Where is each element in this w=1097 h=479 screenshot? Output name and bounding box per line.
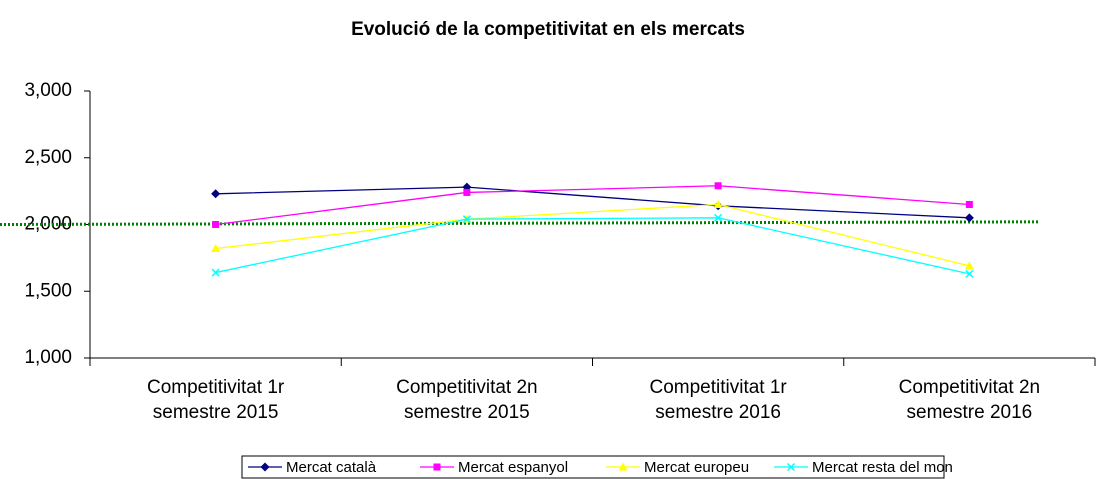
x-tick-label: Competitivitat 1r semestre 2016 <box>649 377 787 423</box>
point <box>211 189 221 199</box>
point <box>713 199 723 208</box>
legend-marker <box>618 462 628 471</box>
y-tick-label: 2,500 <box>24 147 72 168</box>
legend-label: Mercat català <box>286 459 377 476</box>
y-tick-label: 1,000 <box>24 347 72 368</box>
legend-label: Mercat europeu <box>644 459 749 476</box>
point <box>212 221 220 228</box>
x-tick-label: Competitivitat 2n semestre 2016 <box>898 377 1041 423</box>
legend-marker <box>433 463 441 471</box>
series-line <box>215 203 970 267</box>
legend-marker <box>786 462 796 472</box>
x-tick-label: Competitivitat 1r semestre 2015 <box>146 377 285 423</box>
series-line <box>215 185 970 226</box>
legend-label: Mercat resta del mon <box>812 459 953 476</box>
point <box>965 200 973 208</box>
point <box>211 268 220 277</box>
series-line <box>215 186 970 219</box>
point <box>463 188 471 196</box>
point <box>965 269 974 278</box>
y-tick-label: 1,500 <box>24 280 72 301</box>
legend-box <box>241 455 945 479</box>
point <box>714 213 723 222</box>
y-tick-label: 3,000 <box>24 80 72 101</box>
point <box>714 182 722 190</box>
point <box>964 261 974 270</box>
legend-label: Mercat espanyol <box>458 459 568 476</box>
legend-marker <box>260 462 270 472</box>
point <box>211 244 221 253</box>
chart-title: Evolució de la competitivitat en els mer… <box>351 19 745 40</box>
series-line <box>215 217 970 275</box>
x-tick-label: Competitivitat 2n semestre 2015 <box>396 377 538 423</box>
point <box>462 215 471 224</box>
point <box>964 213 974 223</box>
reference-line <box>0 220 1041 226</box>
